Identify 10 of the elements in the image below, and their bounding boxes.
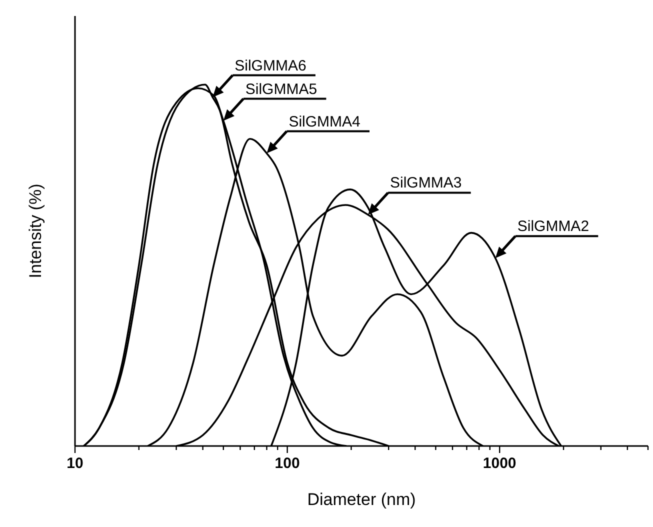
text: SilGMMA3 <box>390 174 462 192</box>
legend-label: SilGMMA5 <box>245 80 318 98</box>
x-axis-title: Diameter (nm) <box>307 490 416 509</box>
series-label: SilGMMA6 <box>234 57 306 74</box>
x-tick-label: 100 <box>274 455 300 472</box>
x-tick-label: 10 <box>66 455 84 472</box>
x-tick-label: 1000 <box>482 455 516 472</box>
text: SilGMMA2 <box>517 218 590 236</box>
text: SilGMMA4 <box>288 113 360 130</box>
y-axis-title: Intensity (%) <box>26 184 46 278</box>
